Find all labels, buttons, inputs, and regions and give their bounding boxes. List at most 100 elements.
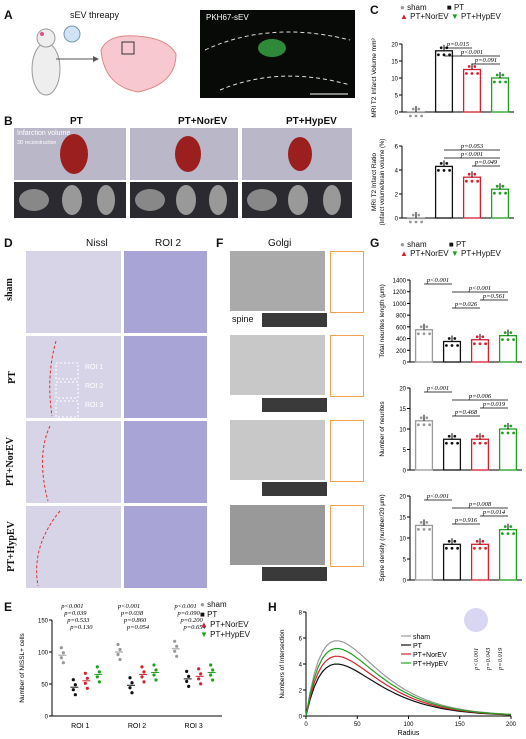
data-point [420,114,423,118]
data-point [442,53,446,57]
legend-nor-symbol: ▲ [400,12,408,21]
data-point [509,525,513,528]
data-point [445,162,449,165]
y-tick-label: 600 [396,325,407,331]
chart-g-neurite-length: 0 200 400 600 800 1000 1200 1400 Total neurites … [379,277,522,367]
p-value: p<0.001 [426,493,449,500]
data-point [470,72,474,75]
data-point [95,675,99,679]
p-value: p=0.038 [120,610,144,617]
data-point [501,532,504,535]
data-point [187,684,191,688]
data-point [59,656,63,660]
data-point [437,169,440,172]
data-point [478,546,482,550]
data-point [456,546,459,550]
d-row-pt: PT [6,371,18,384]
y-tick-label: 150 [38,619,49,625]
data-point [409,114,412,118]
data-point [417,528,420,531]
p-value: p=0.561 [482,293,505,300]
data-point [422,528,426,531]
chart-e-nissl-cells: 0 50 100 150 Number of NISSL+ cells ROI 1 p<0.… [19,603,222,730]
data-point [467,172,471,176]
y-axis-label: Spine density (number/20 μm) [379,494,386,581]
neuron-inset [464,608,488,632]
data-point [442,169,446,172]
series-line-pt-norev [305,655,512,717]
legend-c-nor: PT+NorEV [410,12,449,21]
data-point [503,525,507,528]
p-value: p=0.026 [454,301,478,308]
f-title: Golgi [268,238,292,249]
data-point [475,434,479,438]
p-value: p=0.468 [454,409,478,416]
volume-recon-pt [14,128,126,180]
data-point [414,220,418,224]
legend-text: sham [413,634,430,641]
data-point [498,191,502,195]
data-point [59,646,63,650]
b-col-2: PT+NorEV [178,116,228,127]
p-value: p=0.533 [66,617,90,624]
data-point [140,665,144,669]
chart-c-infarct-volume: 0 5 10 15 20 MRI T2 Infarct Volume mm³ p=0.015… [371,37,514,118]
pkh67-micrograph [200,10,355,98]
data-point [512,532,515,535]
p-value: p=0.654 [183,624,207,631]
data-point [422,332,426,336]
panel-label-b: B [4,114,13,128]
data-point [118,657,122,662]
data-point [185,669,189,673]
y-tick-label: 0 [395,111,399,117]
data-point [481,434,485,438]
roi-3-label: ROI 3 [85,402,104,409]
data-point [506,431,510,435]
data-point [484,441,487,445]
data-point [185,679,189,683]
data-point [211,678,215,682]
legend-g: ● sham ■ PT ▲ PT+NorEV ▼ PT+HypEV [400,240,501,258]
spine-pt [262,398,327,412]
roi2-pt [124,336,207,418]
data-point [484,342,487,346]
data-point [501,338,504,342]
data-point [484,546,487,550]
vol-sub: 3D reconstruction [17,140,57,146]
micro-label: PKH67-sEV [206,13,249,22]
spine-label: spine [232,314,254,324]
data-point [445,344,448,347]
golgi-hypev-trace [330,505,364,567]
data-point [128,686,132,690]
data-point [473,172,477,176]
legend-sham-symbol: ● [400,3,405,12]
golgi-sham [230,251,325,311]
data-point [470,179,474,183]
data-point [445,546,448,550]
spine-hypev [262,567,327,581]
golgi-pt-trace [330,335,364,397]
infarct-boundary [36,340,79,587]
data-point [97,680,101,684]
data-point [83,681,87,685]
golgi-sham-trace [330,251,364,313]
data-point [475,335,479,339]
y-tick-label: 0 [395,217,399,223]
data-point [417,107,421,111]
data-point [199,682,203,686]
panel-label-d: D [4,236,13,250]
panel-label-e: E [4,600,13,614]
x-tick-label: 50 [354,722,361,728]
p-value: p=0.130 [69,624,93,631]
y-tick-label: 6 [299,637,303,643]
data-point [419,416,423,420]
nissl-hypev [26,506,121,588]
x-tick-label: 100 [403,722,414,728]
data-point [450,441,454,445]
data-point [473,546,476,550]
bar-pt-norev [462,176,482,219]
data-point [419,521,423,524]
data-point [453,539,457,543]
spine-sham [262,313,327,327]
data-point [448,169,451,172]
